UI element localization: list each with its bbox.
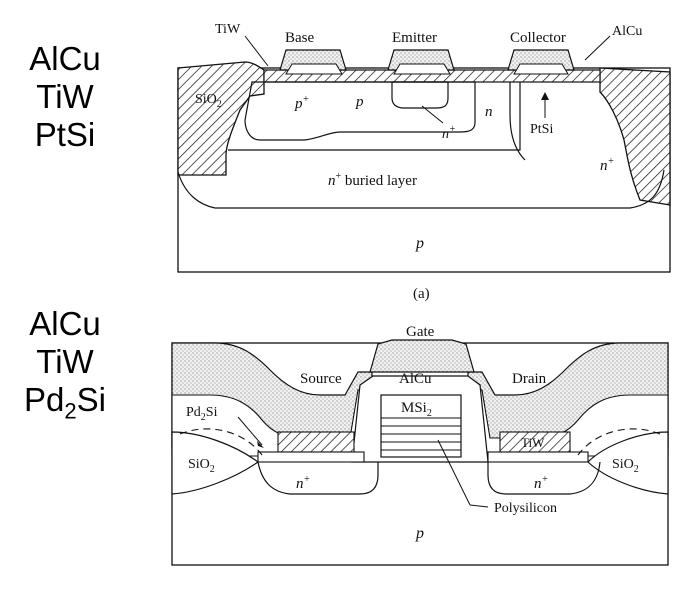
metal-label-alcu: AlCu	[29, 40, 101, 77]
label-base: Base	[285, 30, 315, 46]
label-n-plus-drain: n+	[534, 474, 548, 492]
label-gate: Gate	[406, 324, 435, 340]
label-ptsi: PtSi	[530, 122, 553, 137]
label-n-plus-collector: n+	[600, 156, 614, 174]
label-emitter: Emitter	[392, 30, 437, 46]
emitter-region	[391, 81, 449, 109]
label-n-plus-emitter: n+	[442, 124, 456, 142]
metal-stack-bottom: AlCu TiW Pd2Si	[10, 305, 120, 431]
label-source: Source	[300, 371, 342, 387]
metal-stack-top: AlCu TiW PtSi	[10, 40, 120, 154]
label-p-base: p	[355, 94, 364, 110]
label-sio2-right: SiO2	[612, 457, 639, 475]
metal-label-pd2si: Pd2Si	[24, 381, 106, 424]
label-p-plus: p+	[294, 94, 309, 112]
metal-label-tiw-b: TiW	[36, 343, 94, 380]
field-oxide-right	[599, 67, 671, 206]
label-substrate-b: p	[415, 525, 424, 542]
label-n-epi: n	[485, 104, 493, 120]
bipolar-cross-section: TiW Base Emitter Collector AlCu SiO2 p+ …	[177, 22, 671, 302]
substrate-box-a	[177, 67, 671, 273]
label-sio2-a: SiO2	[195, 92, 222, 110]
metal-label-tiw: TiW	[36, 78, 94, 115]
pd2si-right	[487, 451, 589, 463]
buried-layer	[177, 169, 665, 209]
n-plus-right	[487, 461, 601, 495]
label-pd2si: Pd2Si	[186, 405, 218, 423]
metal-label-ptsi: PtSi	[34, 116, 96, 153]
label-alcu-b: AlCu	[399, 371, 432, 387]
field-oxide-right-b	[587, 431, 669, 495]
caption-a: (a)	[413, 286, 430, 302]
n-plus-left	[257, 461, 379, 495]
gate-metal	[369, 339, 475, 373]
tiw-pad-left	[277, 431, 355, 453]
label-drain: Drain	[512, 371, 547, 387]
pd2si-left	[257, 451, 365, 463]
label-polysilicon: Polysilicon	[494, 501, 557, 516]
label-msi2: MSi2	[401, 400, 432, 419]
label-tiw-a: TiW	[215, 22, 241, 37]
label-collector: Collector	[510, 30, 566, 46]
label-n-plus-source: n+	[296, 474, 310, 492]
label-tiw-b: TiW	[521, 435, 545, 450]
label-buried-layer: n+ buried layer	[328, 171, 417, 189]
mosfet-cross-section: Gate Source AlCu Drain MSi2 Pd2Si SiO2 S…	[171, 324, 669, 566]
label-alcu-a: AlCu	[612, 24, 642, 39]
label-substrate-a: p	[415, 235, 424, 252]
metal-label-alcu-b: AlCu	[29, 305, 101, 342]
label-sio2-left: SiO2	[188, 457, 215, 475]
p-base-region	[244, 81, 476, 141]
field-oxide-left	[177, 61, 265, 176]
